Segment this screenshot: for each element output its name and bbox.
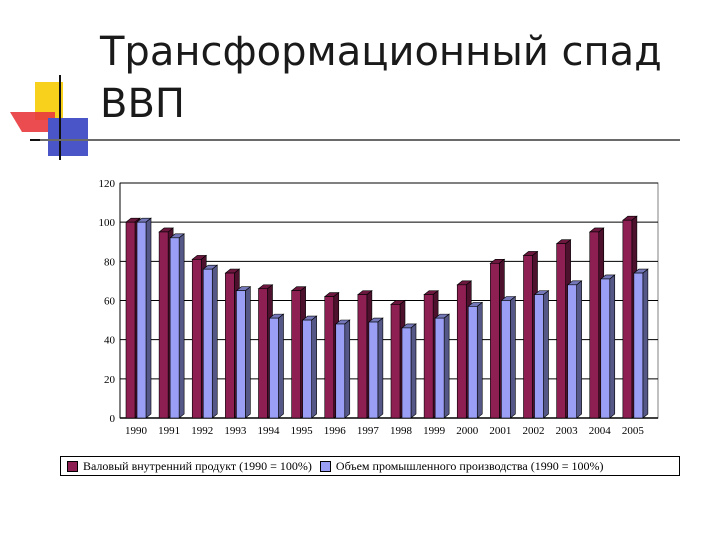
- bar-industrial: [534, 294, 544, 419]
- bar-industrial: [434, 317, 445, 419]
- x-tick-label: 2003: [556, 425, 579, 437]
- bar-side: [609, 274, 616, 419]
- bar-industrial: [236, 290, 246, 419]
- bar-gdp: [456, 284, 467, 419]
- x-tick-label: 1991: [158, 425, 180, 437]
- bar-side: [543, 290, 549, 419]
- x-tick-label: 2002: [523, 425, 545, 437]
- legend-label-series2: Объем промышленного производства (1990 =…: [335, 458, 604, 473]
- x-tick-label: 1990: [125, 425, 148, 437]
- logo-red-shape: [10, 112, 55, 132]
- bar-side: [178, 233, 185, 419]
- logo-blue-square: [48, 118, 88, 156]
- bar-gdp: [291, 290, 301, 419]
- bar-side: [311, 315, 317, 419]
- bar-side: [278, 313, 284, 419]
- logo-decoration: [10, 75, 95, 160]
- bar-industrial: [136, 221, 147, 419]
- x-tick-label: 1996: [324, 425, 347, 437]
- bar-side: [145, 217, 152, 419]
- bar-industrial: [169, 237, 180, 419]
- bar-gdp: [191, 259, 202, 419]
- x-tick-label: 1994: [258, 425, 281, 437]
- y-tick-label: 120: [99, 178, 116, 190]
- bar-gdp: [225, 272, 235, 419]
- bar-industrial: [633, 272, 644, 419]
- bar-industrial: [202, 268, 213, 419]
- x-tick-label: 2005: [622, 425, 645, 437]
- bar-side: [443, 313, 450, 419]
- bar-side: [476, 301, 483, 419]
- bar-side: [410, 323, 417, 419]
- legend-item-series1: Валовый внутренний продукт (1990 = 100%): [67, 459, 312, 474]
- bar-gdp: [423, 294, 434, 419]
- chart-legend: Валовый внутренний продукт (1990 = 100%)…: [60, 456, 680, 476]
- bar-industrial: [401, 327, 412, 419]
- y-tick-label: 100: [99, 217, 116, 229]
- bar-industrial: [335, 323, 346, 419]
- bar-gdp: [622, 219, 633, 419]
- x-tick-label: 2001: [489, 425, 511, 437]
- y-tick-label: 20: [104, 374, 116, 386]
- bar-gdp: [490, 262, 500, 419]
- y-tick-label: 0: [110, 413, 116, 425]
- bar-side: [344, 319, 351, 419]
- bar-gdp: [324, 296, 335, 419]
- x-tick-label: 1995: [291, 425, 314, 437]
- bar-chart: 0 20 40 60 80 100 120 1990 1991 1992 1993 1994 1995 1…: [99, 178, 659, 437]
- x-tick-label: 2000: [456, 425, 479, 437]
- bar-side: [245, 286, 251, 419]
- bar-industrial: [600, 278, 611, 419]
- bar-gdp: [125, 221, 136, 419]
- bar-gdp: [357, 294, 368, 419]
- bar-gdp: [158, 231, 169, 419]
- bar-gdp: [556, 243, 566, 419]
- bar-side: [642, 268, 649, 419]
- page-title-line1: Трансформационный спад: [100, 29, 662, 75]
- title-divider: [40, 139, 680, 141]
- bar-gdp: [523, 255, 533, 419]
- legend-swatch-series1: [67, 460, 78, 472]
- bar-gdp: [589, 231, 600, 419]
- y-tick-label: 80: [104, 256, 116, 268]
- bar-industrial: [501, 300, 511, 419]
- page-title-line2: ВВП: [100, 81, 185, 127]
- x-tick-label: 1999: [423, 425, 446, 437]
- bar-industrial: [567, 284, 577, 419]
- bar-side: [576, 280, 582, 419]
- x-tick-label: 1992: [191, 425, 213, 437]
- x-tick-label: 1998: [390, 425, 413, 437]
- bar-industrial: [302, 319, 312, 419]
- legend-item-series2: Объем промышленного производства (1990 =…: [319, 458, 604, 474]
- bar-side: [377, 317, 384, 419]
- legend-swatch-series2: [319, 460, 331, 472]
- bar-side: [510, 295, 516, 419]
- y-tick-label: 40: [104, 335, 116, 347]
- bar-side: [211, 264, 218, 419]
- legend-label-series1: Валовый внутренний продукт (1990 = 100%): [83, 458, 312, 473]
- bar-industrial: [269, 317, 279, 419]
- bar-industrial: [467, 306, 478, 419]
- y-tick-label: 60: [104, 296, 116, 308]
- bar-industrial: [368, 321, 379, 419]
- page-title: Трансформационный спад ВВП: [100, 26, 700, 130]
- x-tick-label: 2004: [589, 425, 612, 437]
- x-tick-label: 1997: [357, 425, 380, 437]
- bar-gdp: [390, 304, 401, 419]
- x-tick-label: 1993: [224, 425, 247, 437]
- bar-gdp: [258, 288, 268, 419]
